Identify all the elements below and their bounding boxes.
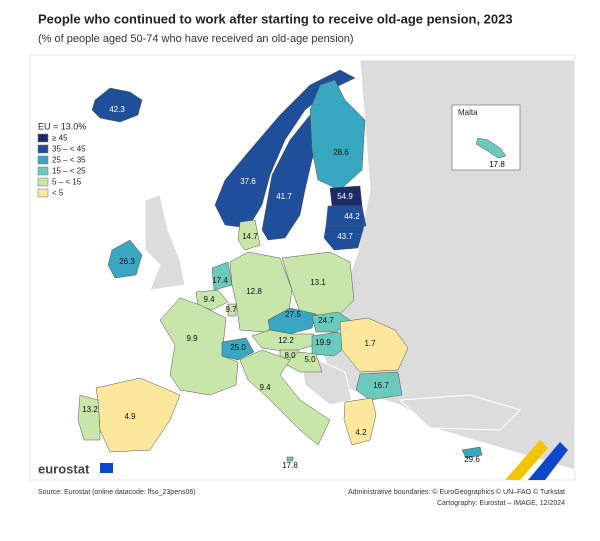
region bbox=[461, 446, 483, 459]
logo-stripe bbox=[505, 440, 548, 480]
region bbox=[239, 349, 331, 446]
legend-label: 35 – < 45 bbox=[52, 145, 86, 154]
legend-label: 25 – < 35 bbox=[52, 156, 86, 165]
region-label: 54.9 bbox=[337, 192, 353, 201]
region bbox=[309, 79, 366, 191]
region-label: 9.7 bbox=[225, 305, 237, 314]
region-label: 5.0 bbox=[304, 355, 316, 364]
legend-swatch bbox=[37, 166, 49, 176]
source: Source: Eurostat (online datacode: lfso_… bbox=[38, 489, 196, 496]
legend-label: < 5 bbox=[52, 189, 64, 198]
region-label: 13.1 bbox=[310, 278, 326, 287]
cartography: Cartography: Eurostat – IMAGE, 12/2024 bbox=[437, 500, 565, 507]
region-label: 24.7 bbox=[318, 316, 334, 325]
region-label: 42.3 bbox=[109, 105, 125, 114]
legend-label: 15 – < 25 bbox=[52, 167, 86, 176]
legend-swatch bbox=[37, 144, 49, 154]
region-label: 25.0 bbox=[230, 343, 246, 352]
boundaries: Administrative boundaries: © EuroGeograp… bbox=[348, 488, 565, 496]
region-label: 9.4 bbox=[259, 383, 271, 392]
region-label: 12.8 bbox=[246, 287, 262, 296]
region-label: 12.2 bbox=[278, 336, 294, 345]
region-label: 9.9 bbox=[186, 334, 198, 343]
region-label: 13.2 bbox=[82, 405, 98, 414]
region bbox=[91, 87, 143, 123]
region-label: 4.9 bbox=[124, 412, 136, 421]
region-label: 1.7 bbox=[364, 339, 376, 348]
region-label: 44.2 bbox=[344, 212, 360, 221]
region-label: 26.3 bbox=[119, 257, 135, 266]
region-label: 17.8 bbox=[282, 461, 298, 470]
region bbox=[221, 337, 255, 361]
region-label: 29.6 bbox=[464, 455, 480, 464]
region-label: 19.9 bbox=[315, 338, 331, 347]
inset-title: Malta bbox=[458, 108, 478, 117]
region bbox=[261, 114, 323, 241]
region-label: 41.7 bbox=[276, 192, 292, 201]
region-label: 14.7 bbox=[242, 232, 258, 241]
region bbox=[339, 317, 409, 373]
region bbox=[286, 456, 294, 462]
title: People who continued to work after start… bbox=[38, 11, 513, 26]
region bbox=[281, 251, 355, 319]
region-label: 17.4 bbox=[212, 276, 228, 285]
subtitle: (% of people aged 50-74 who have receive… bbox=[38, 33, 354, 45]
region bbox=[325, 205, 367, 227]
region-label: 27.5 bbox=[285, 310, 301, 319]
logo: eurostat bbox=[38, 461, 90, 476]
region bbox=[107, 239, 143, 279]
region bbox=[227, 303, 237, 317]
region bbox=[159, 297, 239, 396]
region bbox=[214, 69, 356, 229]
labels: 42.3 37.6 41.7 28.6 54.9 44.2 43.7 26.3 14.7 17.4… bbox=[82, 105, 480, 470]
legend-title: EU = 13.0% bbox=[38, 121, 86, 131]
legend-label: 5 – < 15 bbox=[52, 178, 82, 187]
region bbox=[355, 371, 403, 401]
legend: ≥ 45 35 – < 45 25 – < 35 15 – < 25 5 – < 15 <… bbox=[37, 133, 86, 198]
legend-swatch bbox=[37, 177, 49, 187]
region-label: 28.6 bbox=[333, 148, 349, 157]
inset-shape bbox=[475, 137, 507, 159]
logo-flag bbox=[100, 463, 113, 473]
region bbox=[323, 225, 365, 251]
region-label: 37.6 bbox=[240, 177, 256, 186]
region bbox=[343, 397, 377, 446]
legend-swatch bbox=[37, 133, 49, 143]
non-eu-land bbox=[398, 394, 521, 431]
region-label: 4.2 bbox=[355, 428, 367, 437]
legend-swatch bbox=[37, 188, 49, 198]
legend-label: ≥ 45 bbox=[52, 134, 68, 143]
logo-stripe bbox=[528, 442, 568, 480]
region-label: 43.7 bbox=[337, 232, 353, 241]
legend-swatch bbox=[37, 155, 49, 165]
inset-frame bbox=[451, 104, 521, 171]
inset-label: 17.8 bbox=[489, 160, 505, 169]
region bbox=[77, 394, 101, 441]
regions bbox=[77, 69, 483, 462]
region bbox=[237, 219, 261, 251]
non-eu-land bbox=[144, 194, 186, 291]
region-label: 8.0 bbox=[284, 351, 296, 360]
region-label: 9.4 bbox=[203, 295, 215, 304]
region-label: 16.7 bbox=[373, 381, 389, 390]
region bbox=[195, 289, 229, 311]
